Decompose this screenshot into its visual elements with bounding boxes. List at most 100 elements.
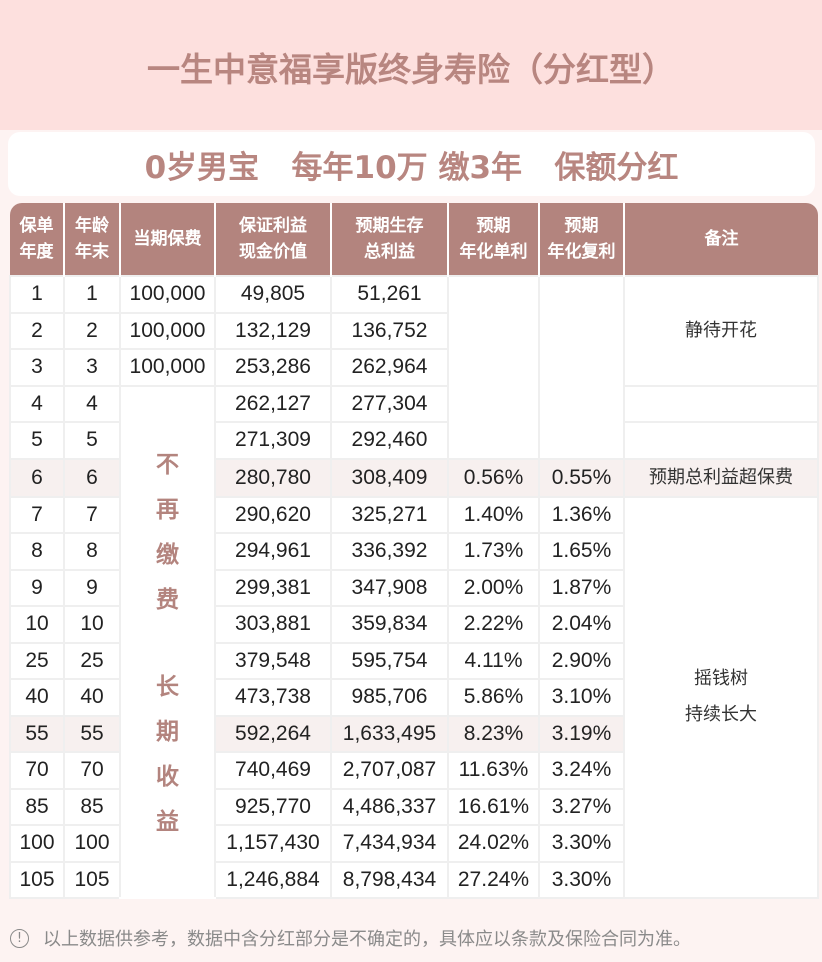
cell-cash-value: 299,381 — [214, 568, 332, 607]
note-empty — [623, 384, 819, 423]
cell-total-benefit: 336,392 — [330, 532, 449, 571]
cell-age: 7 — [63, 495, 121, 534]
cell-cash-value: 294,961 — [214, 532, 332, 571]
note-growth: 摇钱树 持续长大 — [623, 495, 819, 899]
cell-year: 85 — [9, 787, 65, 826]
cell-year: 10 — [9, 605, 65, 644]
cell-total-benefit: 985,706 — [330, 678, 449, 717]
cell-compound-rate: 3.10% — [538, 678, 625, 717]
cell-age: 9 — [63, 568, 121, 607]
vertical-char: 期 — [156, 718, 179, 745]
cell-total-benefit: 136,752 — [330, 311, 449, 350]
cell-total-benefit: 325,271 — [330, 495, 449, 534]
cell-total-benefit: 51,261 — [330, 275, 449, 314]
table-row: 10 10 303,881 359,834 2.22% 2.04% — [9, 605, 818, 644]
subtitle-card: 0岁男宝 每年10万 缴3年 保额分红 — [8, 132, 815, 196]
cell-year: 5 — [9, 421, 65, 460]
table-row: 3 3 100,000 253,286 262,964 — [9, 348, 818, 387]
page-title: 一生中意福享版终身寿险（分红型） — [147, 50, 675, 89]
cell-simple-rate: 24.02% — [447, 824, 540, 863]
cell-year: 55 — [9, 714, 65, 753]
cell-compound-rate-empty — [538, 275, 625, 460]
cell-simple-rate: 27.24% — [447, 860, 540, 899]
table-row-highlight: 6 6 280,780 308,409 0.56% 0.55% 预期总利益超保费 — [9, 457, 819, 498]
header-simple-rate: 预期 年化单利 — [447, 203, 540, 276]
cell-year: 70 — [9, 751, 65, 790]
cell-cash-value: 132,129 — [214, 311, 332, 350]
vertical-char: 益 — [156, 808, 179, 835]
cell-cash-value: 1,157,430 — [214, 824, 332, 863]
cell-age: 2 — [63, 311, 121, 350]
cell-simple-rate: 16.61% — [447, 787, 540, 826]
table-row: 40 40 473,738 985,706 5.86% 3.10% — [9, 678, 818, 717]
table-row: 8 8 294,961 336,392 1.73% 1.65% — [9, 532, 818, 571]
vertical-char: 长 — [156, 673, 179, 700]
cell-compound-rate: 3.30% — [538, 824, 625, 863]
cell-cash-value: 473,738 — [214, 678, 332, 717]
table-row: 1 1 100,000 49,805 51,261 静待开花 — [9, 275, 819, 460]
cell-simple-rate: 1.73% — [447, 532, 540, 571]
table-row-highlight: 55 55 592,264 1,633,495 8.23% 3.19% — [9, 714, 818, 753]
cell-age: 100 — [63, 824, 121, 863]
header-total-benefit: 预期生存 总利益 — [330, 203, 449, 276]
note-breakeven: 预期总利益超保费 — [623, 457, 819, 498]
cell-age: 25 — [63, 641, 121, 680]
note-early: 静待开花 — [623, 275, 819, 387]
cell-simple-rate: 1.40% — [447, 495, 540, 534]
cell-compound-rate: 3.30% — [538, 860, 625, 899]
cell-simple-rate: 4.11% — [447, 641, 540, 680]
cell-compound-rate: 1.87% — [538, 568, 625, 607]
cell-simple-rate: 5.86% — [447, 678, 540, 717]
cell-cash-value: 271,309 — [214, 421, 332, 460]
table-row: 7 7 290,620 325,271 1.40% 1.36% 摇钱树 持续长大 — [9, 495, 819, 899]
cell-simple-rate-empty — [447, 275, 540, 460]
cell-cash-value: 280,780 — [214, 457, 332, 498]
cell-year: 1 — [9, 275, 65, 314]
table-row: 4 4 不 再 缴 费 长 期 收 益 262,127 — [9, 384, 819, 899]
table-row: 9 9 299,381 347,908 2.00% 1.87% — [9, 568, 818, 607]
title-banner: 一生中意福享版终身寿险（分红型） — [0, 0, 822, 130]
cell-cash-value: 49,805 — [214, 275, 332, 314]
cell-simple-rate: 0.56% — [447, 457, 540, 498]
cell-compound-rate: 3.27% — [538, 787, 625, 826]
cell-cash-value: 290,620 — [214, 495, 332, 534]
cell-cash-value: 1,246,884 — [214, 860, 332, 899]
info-circle-icon: ! — [10, 928, 29, 948]
header-age: 年龄 年末 — [63, 203, 121, 276]
cell-compound-rate: 0.55% — [538, 457, 625, 498]
table-row: 100 100 1,157,430 7,434,934 24.02% 3.30% — [9, 824, 818, 863]
note-empty — [623, 421, 819, 460]
cell-age: 85 — [63, 787, 121, 826]
table-row: 2 2 100,000 132,129 136,752 — [9, 311, 818, 350]
cell-age: 4 — [63, 384, 121, 423]
cell-compound-rate: 2.04% — [538, 605, 625, 644]
cell-cash-value: 253,286 — [214, 348, 332, 387]
cell-total-benefit: 277,304 — [330, 384, 449, 423]
cell-total-benefit: 8,798,434 — [330, 860, 449, 899]
cell-year: 40 — [9, 678, 65, 717]
cell-year: 100 — [9, 824, 65, 863]
table-header-row: 保单 年度 年龄 年末 当期保费 保证利益 现金价值 预期生存 总利益 预期 年化单利 预… — [10, 203, 818, 276]
cell-compound-rate: 1.65% — [538, 532, 625, 571]
cell-year: 4 — [9, 384, 65, 423]
table-row: 5 5 271,309 292,460 — [9, 421, 819, 460]
cell-total-benefit: 4,486,337 — [330, 787, 449, 826]
cell-year: 105 — [9, 860, 65, 899]
cell-year: 9 — [9, 568, 65, 607]
cell-total-benefit: 308,409 — [330, 457, 449, 498]
cell-premium: 100,000 — [119, 348, 216, 387]
vertical-char: 缴 — [156, 541, 179, 568]
cell-year: 2 — [9, 311, 65, 350]
benefit-table: 保单 年度 年龄 年末 当期保费 保证利益 现金价值 预期生存 总利益 预期 年化单利 预… — [9, 203, 819, 899]
cell-year: 7 — [9, 495, 65, 534]
cell-compound-rate: 3.19% — [538, 714, 625, 753]
vertical-char: 费 — [156, 586, 179, 613]
table-row: 25 25 379,548 595,754 4.11% 2.90% — [9, 641, 818, 680]
cell-cash-value: 303,881 — [214, 605, 332, 644]
cell-age: 5 — [63, 421, 121, 460]
cell-total-benefit: 359,834 — [330, 605, 449, 644]
cell-total-benefit: 347,908 — [330, 568, 449, 607]
cell-age: 6 — [63, 457, 121, 498]
cell-year: 8 — [9, 532, 65, 571]
header-cash-value: 保证利益 现金价值 — [214, 203, 332, 276]
